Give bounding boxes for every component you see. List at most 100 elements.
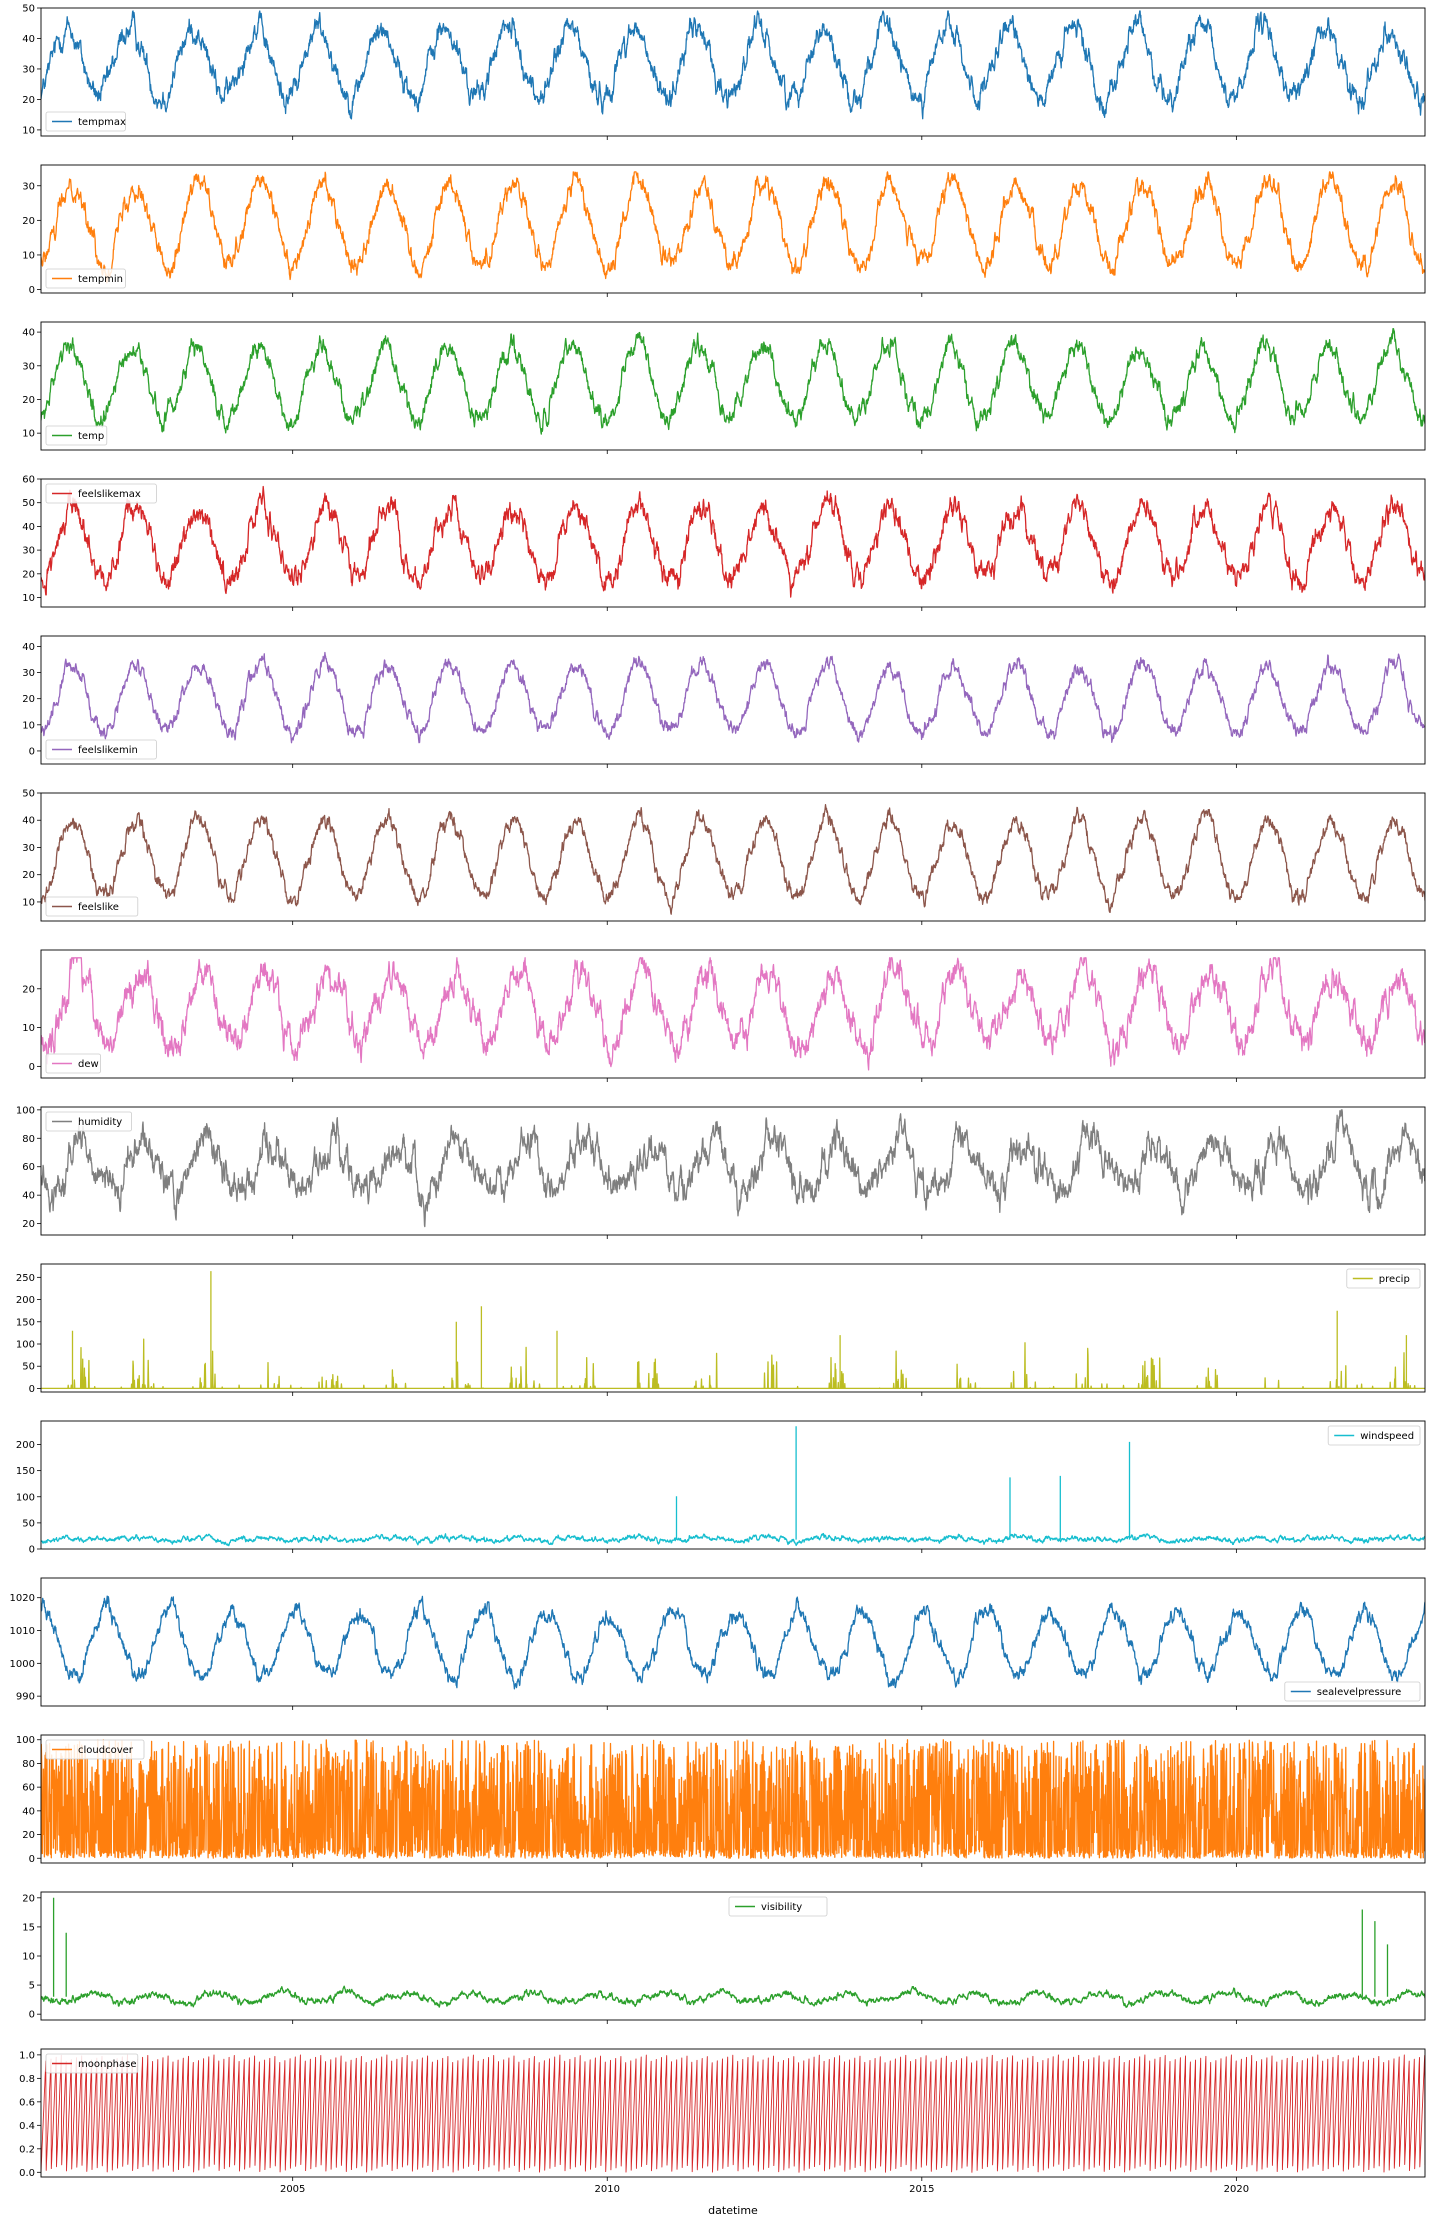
y-tick-label: 0.6: [19, 2097, 35, 2108]
y-tick-label: 100: [16, 1492, 35, 1503]
y-tick-label: 30: [22, 181, 35, 192]
legend-box: [45, 268, 126, 289]
panel-humidity: 20 40 60 80 100 humidity: [16, 1105, 1426, 1239]
legend-label: feelslike: [78, 902, 119, 913]
y-tick-label: 0.0: [19, 2168, 35, 2179]
legend-moonphase: moonphase: [45, 2053, 139, 2074]
panel-feelslikemin: 0 10 20 30 40 feelslikemin: [22, 635, 1426, 768]
legend-label: windspeed: [1360, 1431, 1414, 1442]
y-tick-label: 50: [22, 498, 35, 509]
y-tick-label: 60: [22, 475, 35, 486]
y-tick-label: 30: [22, 843, 35, 854]
plot-frame: [40, 1106, 1426, 1236]
plot-frame: [40, 478, 1426, 608]
panel-tempmin: 0 10 20 30 tempmin: [22, 164, 1426, 297]
y-tick-label: 40: [22, 522, 35, 533]
legend-sealevelpressure: sealevelpressure: [1284, 1681, 1421, 1702]
plot-frame: [40, 1263, 1426, 1393]
y-tick-label: 20: [22, 984, 35, 995]
y-tick-label: 60: [22, 1162, 35, 1173]
legend-box: [45, 425, 108, 446]
panel-feelslike: 10 20 30 40 50 feelslike: [22, 789, 1426, 925]
panel-sealevelpressure: 990 1000 1010 1020 sealevelpressure: [10, 1577, 1426, 1710]
y-tick-label: 50: [22, 1362, 35, 1373]
y-tick-label: 250: [16, 1273, 35, 1284]
y-tick-label: 30: [22, 546, 35, 557]
series-line-cloudcover: [41, 1739, 1425, 1859]
legend-windspeed: windspeed: [1327, 1425, 1421, 1446]
y-tick-label: 10: [22, 1952, 35, 1963]
legend-box: [1346, 1268, 1421, 1289]
y-tick-label: 1010: [10, 1626, 35, 1637]
y-tick-label: 80: [22, 1134, 35, 1145]
plot-frame: [40, 164, 1426, 294]
y-tick-label: 0: [29, 746, 35, 757]
y-tick-label: 20: [22, 694, 35, 705]
legend-label: visibility: [761, 1902, 802, 1913]
series-line-precip: [41, 1271, 1425, 1390]
y-tick-label: 0: [29, 1545, 35, 1556]
y-tick-label: 20: [22, 1893, 35, 1904]
legend-label: dew: [78, 1059, 99, 1070]
y-tick-label: 150: [16, 1317, 35, 1328]
y-tick-label: 0: [29, 1854, 35, 1865]
y-tick-label: 10: [22, 593, 35, 604]
y-tick-label: 30: [22, 361, 35, 372]
panel-precip: 0 50 100 150 200 250 precip: [16, 1263, 1426, 1396]
y-tick-label: 40: [22, 1191, 35, 1202]
legend-label: precip: [1379, 1274, 1410, 1285]
legend-box: [728, 1896, 828, 1917]
y-tick-label: 20: [22, 216, 35, 227]
y-tick-label: 150: [16, 1466, 35, 1477]
y-tick-label: 50: [22, 789, 35, 800]
y-tick-label: 20: [22, 395, 35, 406]
legend-feelslikemax: feelslikemax: [45, 483, 157, 504]
plot-frame: [40, 1420, 1426, 1550]
y-tick-label: 60: [22, 1783, 35, 1794]
legend-tempmin: tempmin: [45, 268, 126, 289]
x-axis-label: datetime: [708, 2204, 758, 2217]
y-tick-label: 20: [22, 870, 35, 881]
y-tick-label: 30: [22, 64, 35, 75]
y-tick-label: 100: [16, 1105, 35, 1116]
y-tick-label: 15: [22, 1922, 35, 1933]
plot-frame: [40, 635, 1426, 765]
y-tick-label: 40: [22, 34, 35, 45]
legend-precip: precip: [1346, 1268, 1421, 1289]
series-line-humidity: [41, 1109, 1425, 1228]
y-tick-label: 200: [16, 1440, 35, 1451]
y-tick-label: 10: [22, 429, 35, 440]
y-tick-label: 40: [22, 328, 35, 339]
legend-box: [45, 2053, 139, 2074]
legend-feelslikemin: feelslikemin: [45, 739, 157, 760]
panel-dew: 0 10 20 dew: [22, 949, 1426, 1082]
y-tick-label: 0.4: [19, 2121, 35, 2132]
legend-label: sealevelpressure: [1317, 1687, 1401, 1698]
y-tick-label: 80: [22, 1759, 35, 1770]
legend-box: [45, 739, 157, 760]
y-tick-label: 200: [16, 1295, 35, 1306]
x-tick-label: 2015: [909, 2184, 934, 2195]
legend-label: tempmax: [78, 117, 126, 128]
y-tick-label: 20: [22, 1830, 35, 1841]
series-line-feelslikemin: [41, 651, 1425, 744]
series-line-moonphase: [41, 2054, 1425, 2173]
y-tick-label: 0: [29, 1384, 35, 1395]
series-line-tempmax: [41, 10, 1425, 120]
y-tick-label: 990: [16, 1692, 35, 1703]
panel-temp: 10 20 30 40 temp: [22, 321, 1426, 454]
series-line-windspeed: [41, 1426, 1425, 1547]
y-tick-label: 0: [29, 2010, 35, 2021]
y-tick-label: 50: [22, 1518, 35, 1529]
subplot-stack: 1020304050tempmax0102030tempmin10203040t…: [10, 4, 1426, 2195]
plot-frame: [40, 2048, 1426, 2178]
y-tick-label: 0.2: [19, 2144, 35, 2155]
legend-label: feelslikemin: [78, 745, 138, 756]
y-tick-label: 0.8: [19, 2074, 35, 2085]
y-tick-label: 1000: [10, 1659, 35, 1670]
y-tick-label: 10: [22, 250, 35, 261]
y-tick-label: 100: [16, 1340, 35, 1351]
plot-frame: [40, 7, 1426, 137]
legend-label: moonphase: [78, 2059, 137, 2070]
